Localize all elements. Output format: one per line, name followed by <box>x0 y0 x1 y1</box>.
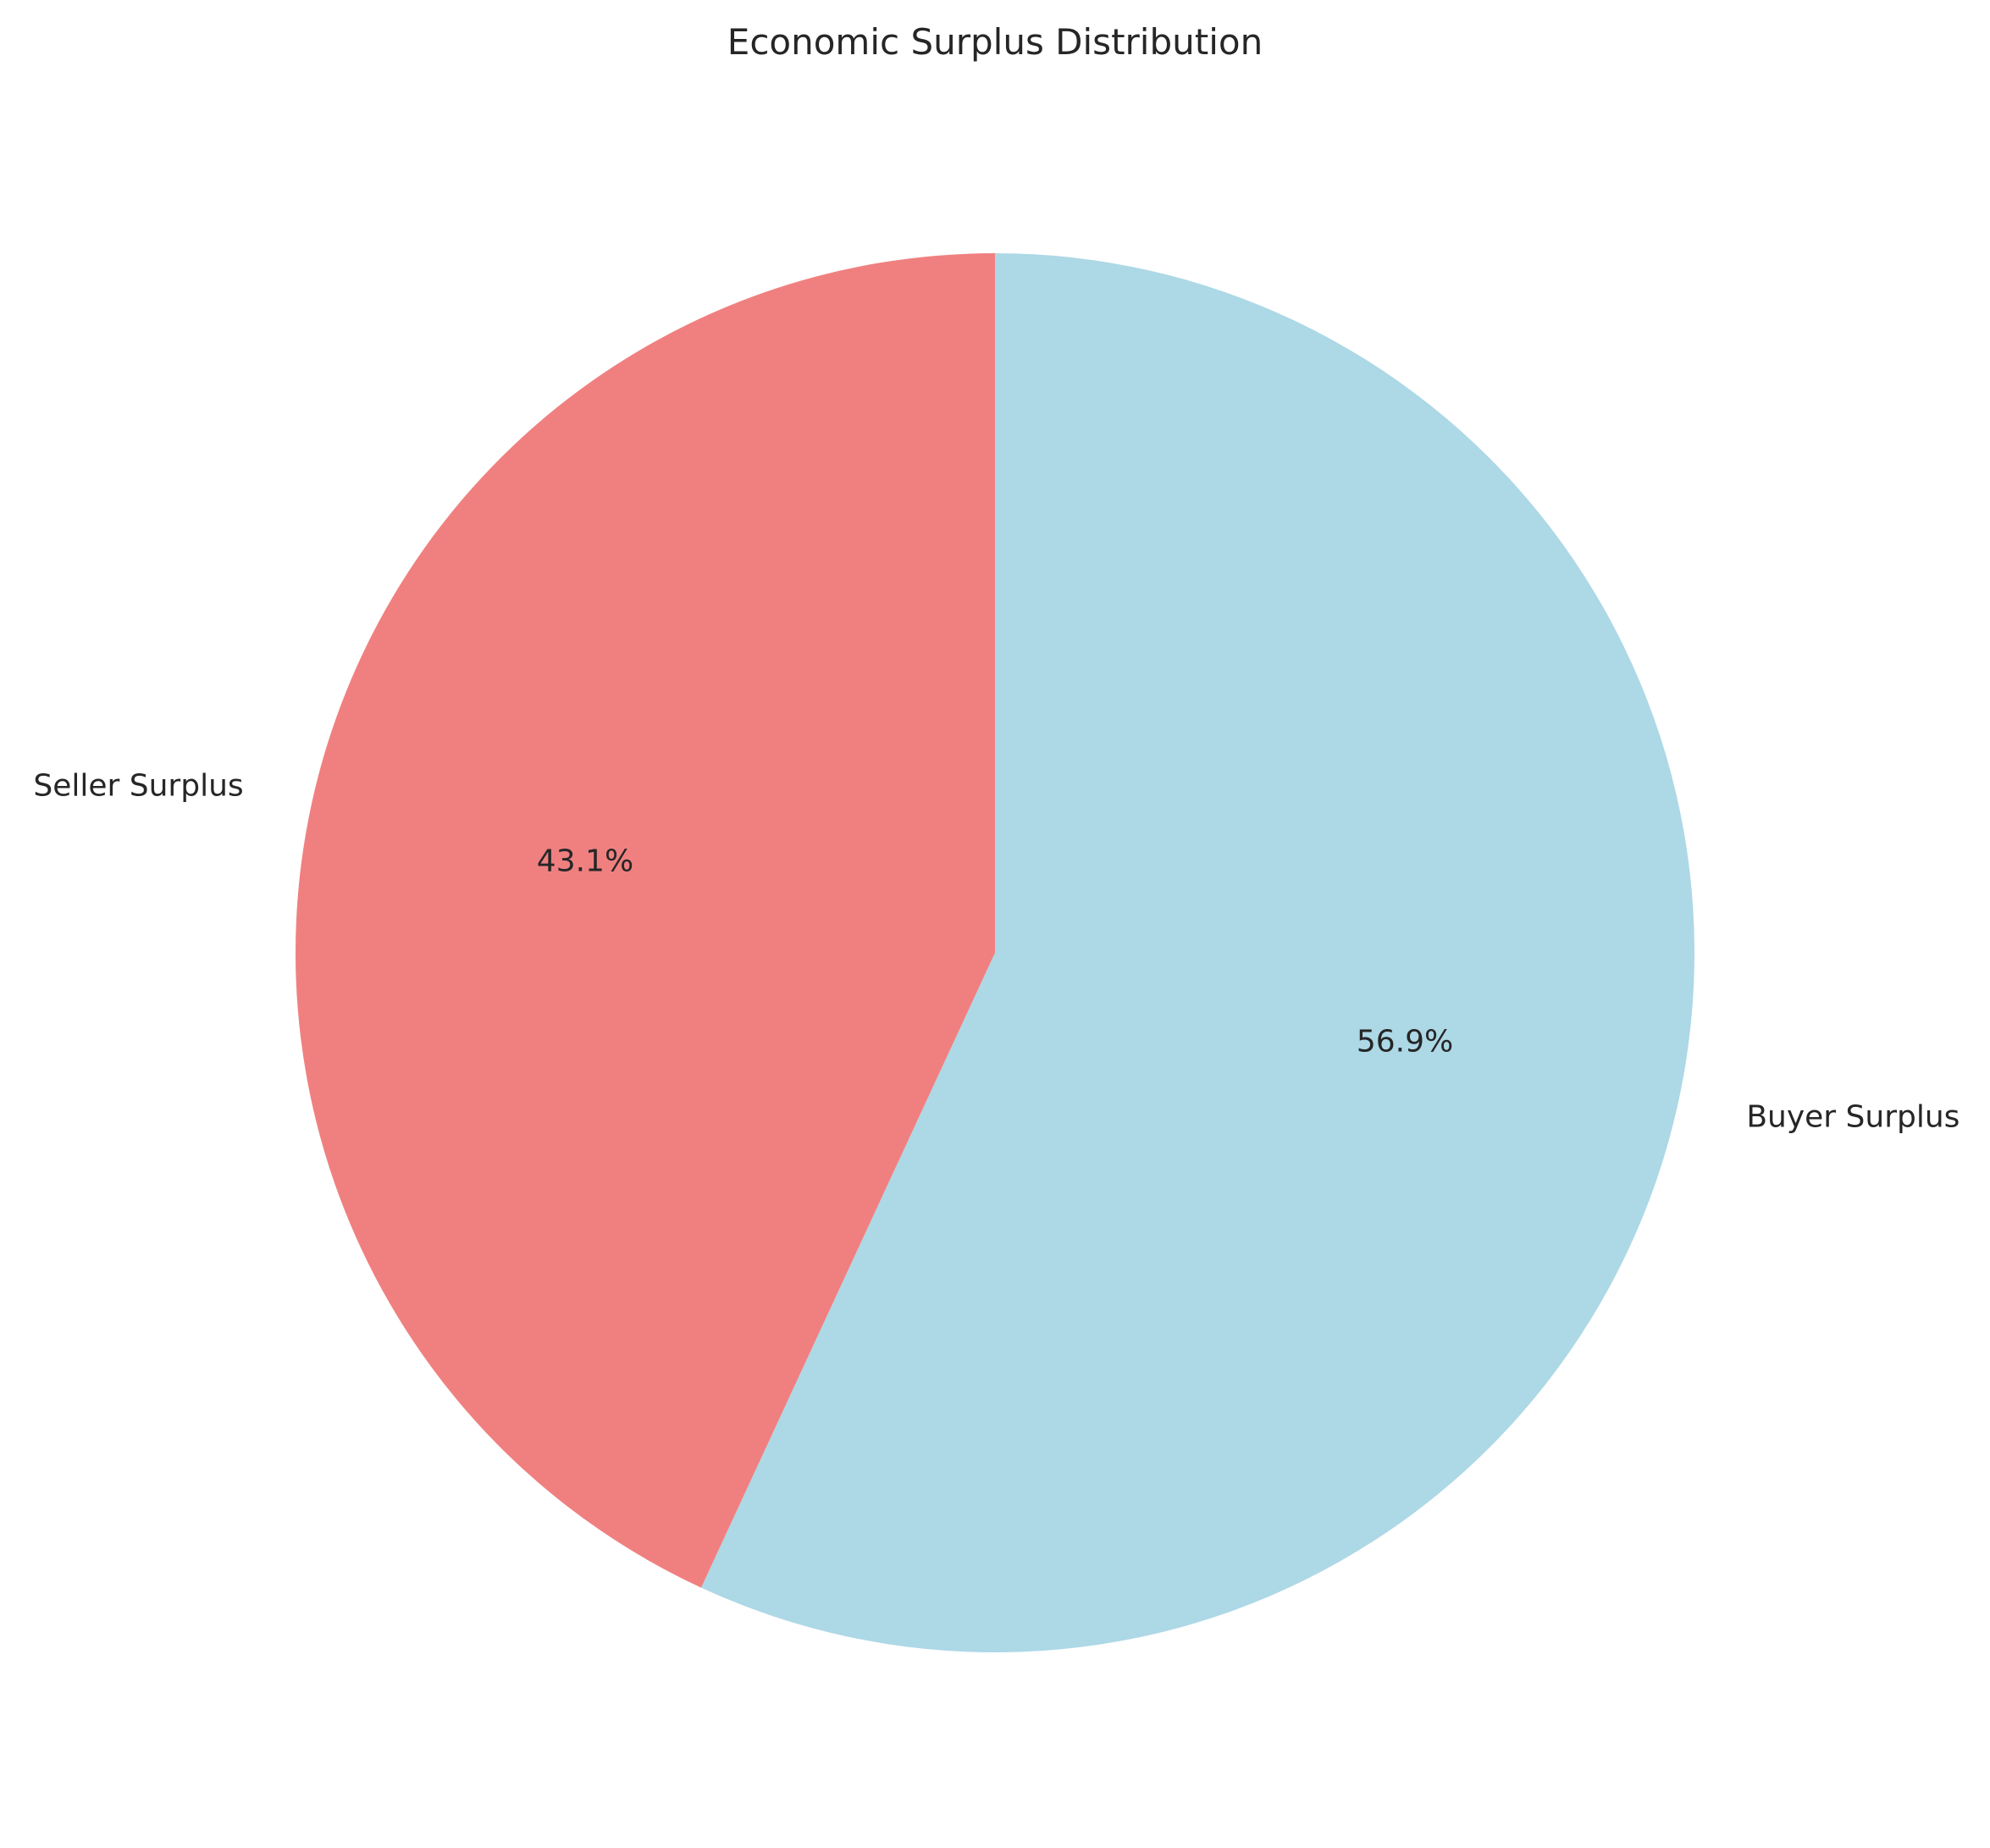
chart-title: Economic Surplus Distribution <box>727 21 1263 63</box>
slice-label-buyer-surplus: Buyer Surplus <box>1746 1099 1960 1134</box>
pie-slice-buyer-surplus <box>701 253 1694 1652</box>
slice-percent-buyer-surplus: 56.9% <box>1357 1025 1453 1060</box>
pie-slice-seller-surplus <box>295 253 995 1588</box>
slice-label-seller-surplus: Seller Surplus <box>33 769 243 804</box>
slice-percent-seller-surplus: 43.1% <box>537 844 633 878</box>
pie-slices <box>295 253 1694 1652</box>
pie-labels: Buyer Surplus 56.9% Seller Surplus 43.1% <box>33 769 1960 1135</box>
